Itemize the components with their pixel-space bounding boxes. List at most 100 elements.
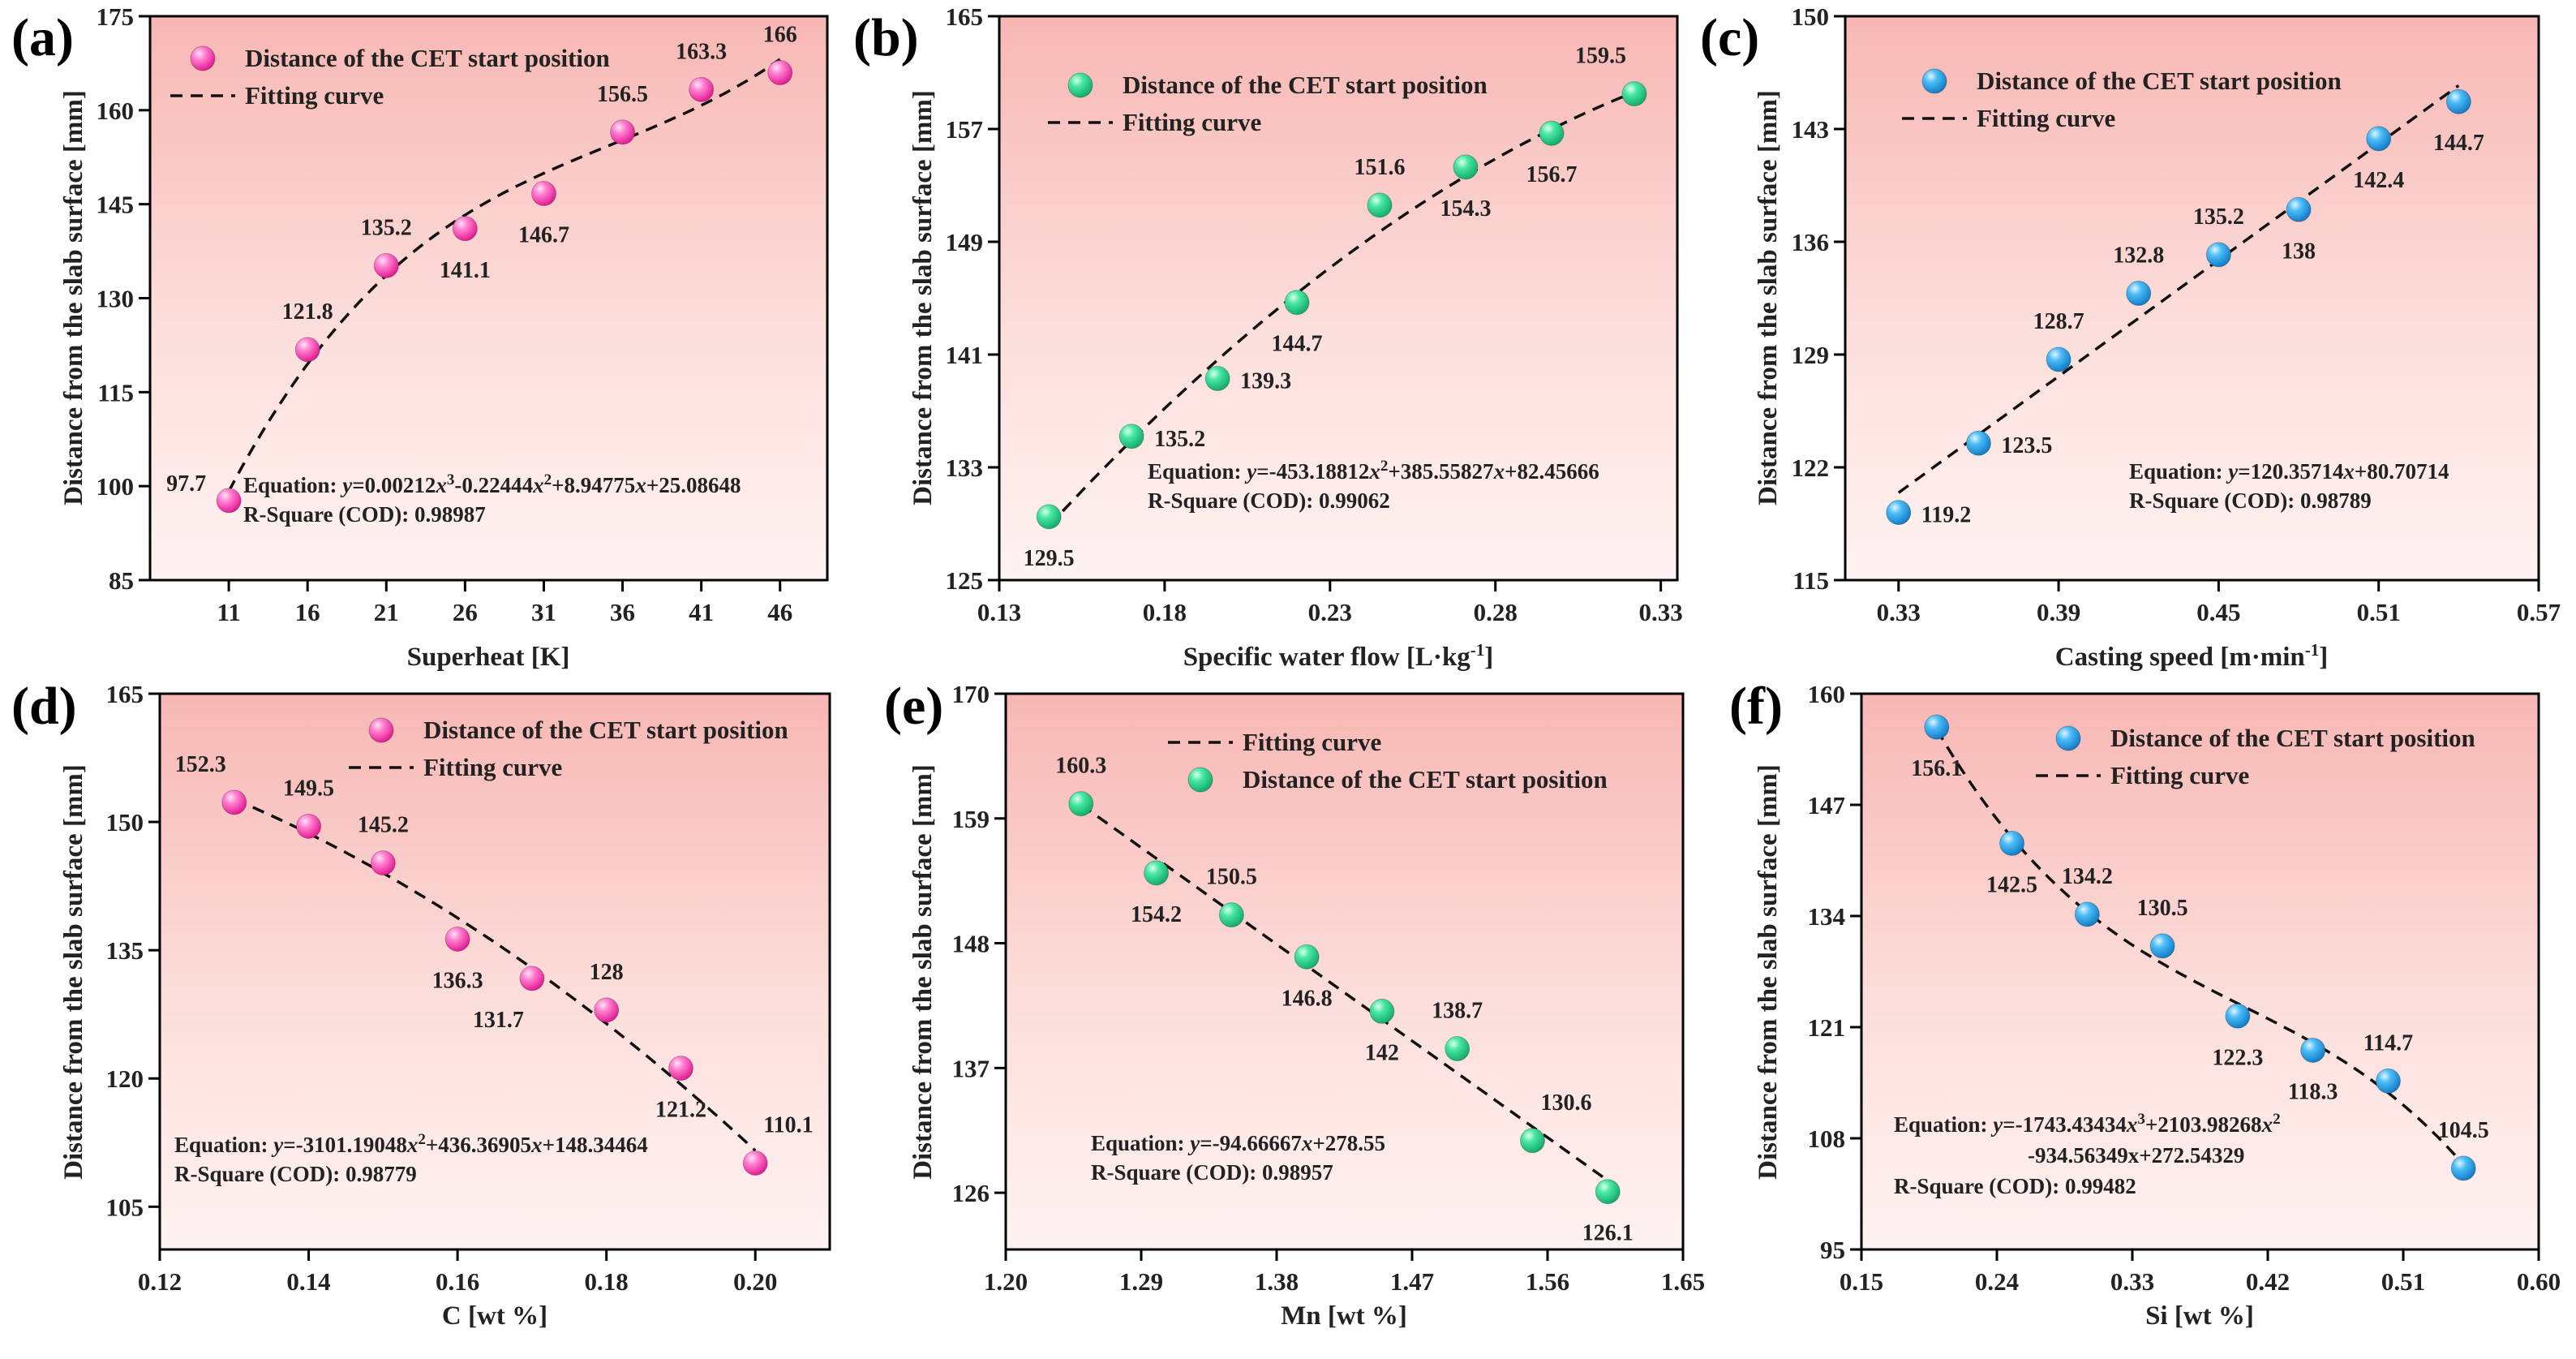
x-axis-title-sup: -1	[1470, 640, 1485, 660]
data-point	[1367, 192, 1393, 218]
data-point	[2366, 126, 2392, 152]
data-label: 152.3	[175, 752, 226, 777]
data-point	[1445, 1036, 1470, 1062]
data-point	[767, 60, 793, 85]
x-tick-label: 0.39	[2037, 598, 2080, 626]
x-axis-title-sup: -1	[2305, 640, 2320, 660]
x-tick-label: 0.14	[286, 1267, 330, 1296]
equation-part: y	[1990, 1112, 2003, 1137]
equation-part: y	[1187, 1131, 1200, 1155]
data-label: 156.7	[1526, 162, 1578, 187]
panel-label: (f)	[1729, 677, 1783, 736]
x-tick-label: 1.56	[1526, 1267, 1569, 1296]
fitting-curve	[1047, 90, 1635, 527]
equation-part: =-94.66667	[1200, 1131, 1302, 1155]
data-point	[2225, 1003, 2251, 1029]
data-label: 122.3	[2212, 1045, 2263, 1070]
y-axis-title: Distance from the slab surface [mm]	[59, 90, 88, 505]
y-tick-label: 165	[106, 680, 144, 708]
equation-prefix: Equation:	[174, 1133, 273, 1157]
legend-label: Distance of the CET start position	[423, 716, 788, 744]
equation-text: Equation: y=0.00212x3-0.22444x2+8.94775x…	[243, 471, 741, 498]
data-label: 135.2	[2193, 204, 2244, 230]
data-label: 156.1	[1911, 756, 1962, 781]
x-tick-label: 26	[453, 598, 478, 626]
equation-part: +278.55	[1312, 1131, 1385, 1155]
r-square-text: R-Square (COD): 0.98957	[1091, 1160, 1333, 1185]
equation-part: x	[2126, 1112, 2138, 1137]
data-label: 154.3	[1440, 196, 1492, 221]
x-axis-title: Specific water flow [L·kg-1]	[1183, 640, 1494, 672]
y-axis-title: Distance from the slab surface [mm]	[1754, 90, 1783, 505]
data-label: 166	[763, 23, 797, 48]
y-tick-label: 100	[97, 472, 135, 501]
legend-marker	[1187, 767, 1213, 793]
x-axis-title-end: ]	[2319, 643, 2328, 672]
equation-part: +25.08648	[646, 473, 741, 497]
fitting-curve	[1080, 803, 1609, 1182]
legend-label: Fitting curve	[1123, 108, 1261, 136]
data-point	[1118, 424, 1144, 449]
data-label: 142.5	[1986, 872, 2037, 897]
panel-label: (d)	[11, 677, 77, 736]
x-tick-label: 11	[217, 598, 240, 626]
data-label: 142	[1365, 1040, 1399, 1065]
chart-panel-e: (e) Distance from the slab surface [mm] …	[884, 677, 1705, 1331]
y-tick-label: 105	[106, 1193, 144, 1221]
r-square-text: R-Square (COD): 0.98987	[243, 502, 486, 527]
x-tick-label: 0.33	[1638, 598, 1682, 626]
data-point	[742, 1150, 768, 1176]
data-point	[2046, 346, 2072, 372]
equation-part: =0.00212	[352, 473, 436, 497]
equation-part: x	[2342, 459, 2355, 484]
equation-part: y	[271, 1133, 284, 1157]
panel-label: (b)	[853, 8, 919, 67]
equation-part: +80.70714	[2355, 459, 2449, 484]
data-point	[1204, 366, 1230, 392]
x-tick-label: 21	[374, 598, 399, 626]
legend-label: Distance of the CET start position	[1977, 67, 2342, 95]
chart-panel-d: (d) Distance from the slab surface [mm] …	[11, 677, 831, 1331]
x-tick-label: 0.45	[2196, 598, 2240, 626]
y-tick-label: 175	[97, 2, 135, 31]
equation-part: x	[1368, 459, 1380, 484]
r-square-text: R-Square (COD): 0.98789	[2129, 488, 2372, 513]
data-label: 151.6	[1354, 155, 1405, 180]
y-tick-label: 149	[946, 228, 984, 256]
data-label: 145.2	[358, 813, 409, 838]
equation-text: Equation: y=120.35714x+80.70714	[2129, 459, 2449, 484]
data-label: 136.3	[432, 968, 483, 993]
equation-prefix: Equation:	[1148, 459, 1247, 484]
x-axis-title: Si [wt %]	[2145, 1301, 2254, 1331]
x-axis-title: Casting speed [m·min-1]	[2055, 640, 2329, 672]
y-tick-label: 150	[106, 808, 144, 836]
x-axis-title-main: Casting speed [m·min	[2055, 643, 2305, 672]
legend-label: Distance of the CET start position	[1243, 765, 1608, 793]
equation-part: x	[1301, 1131, 1313, 1155]
y-tick-label: 122	[1792, 454, 1830, 482]
equation-part: +385.55827	[1388, 459, 1493, 484]
data-label: 130.6	[1540, 1090, 1591, 1116]
x-tick-label: 0.16	[436, 1267, 479, 1296]
data-label: 121.8	[282, 299, 333, 325]
data-point	[2126, 281, 2152, 307]
data-point	[2205, 242, 2231, 268]
data-label: 132.8	[2113, 243, 2164, 269]
data-label: 128.7	[2033, 309, 2084, 334]
data-label: 129.5	[1024, 546, 1075, 571]
x-tick-label: 0.28	[1474, 598, 1518, 626]
data-label: 150.5	[1206, 865, 1257, 890]
data-point	[2149, 933, 2175, 959]
data-label: 146.8	[1282, 986, 1333, 1011]
equation-part: y	[1244, 459, 1257, 484]
data-label: 142.4	[2353, 168, 2404, 193]
x-tick-label: 1.29	[1119, 1267, 1163, 1296]
data-point	[2074, 901, 2100, 927]
data-label: 135.2	[361, 215, 412, 240]
fitting-curve	[1897, 84, 2460, 494]
data-point	[2286, 196, 2312, 222]
data-label: 131.7	[473, 1008, 524, 1033]
data-point	[1453, 154, 1479, 180]
data-point	[594, 997, 620, 1023]
